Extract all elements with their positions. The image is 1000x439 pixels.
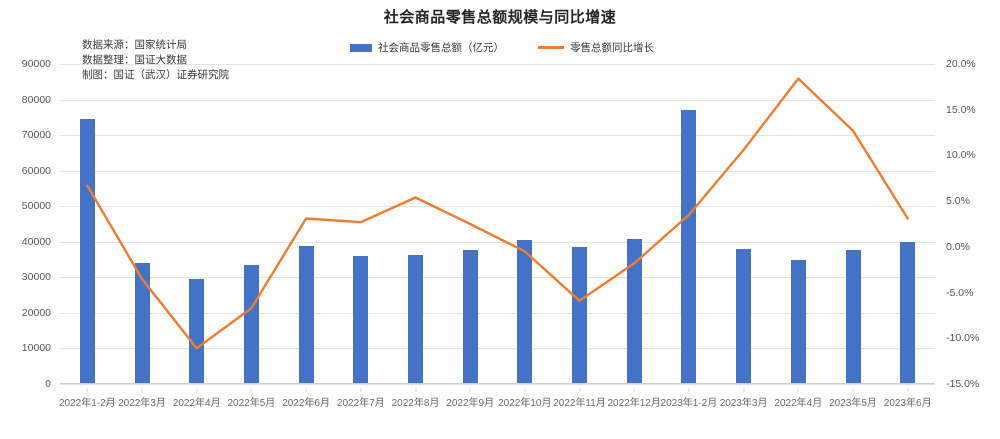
legend-label-bar-series: 社会商品零售总额（亿元）: [378, 42, 504, 54]
annotation-line-source: 数据来源：国家统计局: [82, 39, 187, 51]
y-axis-left-tick-label: 40000: [21, 235, 51, 248]
x-axis-tick-label: 2022年4月: [774, 398, 823, 409]
x-axis-tick-label: 2022年11月: [553, 398, 606, 409]
annotation-line-compiled: 数据整理：国证大数据: [82, 54, 187, 66]
x-axis-tick-label: 2022年9月: [446, 398, 495, 409]
y-axis-right-tick-label: 20.0%: [946, 58, 976, 70]
x-axis-tick-mark: [141, 388, 143, 392]
y-axis-left-tick-label: 70000: [21, 129, 51, 142]
x-axis-tick-label: 2023年6月: [883, 398, 932, 409]
x-axis-tick-label: 2022年5月: [227, 398, 276, 409]
x-axis-tick-label: 2022年10月: [498, 398, 552, 409]
x-axis-line: [60, 383, 935, 384]
x-axis-tick-label: 2023年5月: [829, 398, 877, 409]
x-axis-tick-mark: [907, 388, 909, 392]
bar-7: [462, 250, 478, 384]
x-axis-tick-mark: [305, 388, 307, 392]
y-axis-left-tick-label: 50000: [21, 200, 51, 213]
y-axis-left-tick-label: 30000: [21, 271, 51, 284]
bar-10: [626, 239, 642, 384]
bar-4: [298, 246, 314, 384]
bar-14: [845, 249, 861, 384]
bar-series-swatch-icon: [350, 43, 372, 52]
x-axis-labels: 2022年1-2月 2022年3月 2022年4月 2022年5月 2022年6月 202…: [59, 388, 935, 409]
chart-legend: 社会商品零售总额（亿元） 零售总额同比增长: [350, 40, 654, 55]
x-axis-tick-mark: [852, 388, 854, 392]
x-axis-tick-mark: [797, 388, 799, 392]
x-axis-tick-label: 2022年1-2月: [58, 398, 116, 409]
y-axis-right-tick-label: -15.0%: [946, 378, 980, 390]
bar-series: [60, 64, 935, 384]
y-axis-left-tick-label: 20000: [21, 306, 51, 319]
y-axis-right-tick-label: 10.0%: [946, 149, 976, 162]
line-series-swatch-icon: [538, 46, 564, 49]
x-axis-tick-mark: [524, 388, 526, 392]
y-axis-right-tick-label: -5.0%: [946, 286, 974, 299]
x-axis-tick-label: 2023年1-2月: [660, 398, 718, 409]
y-axis-right-tick-label: 5.0%: [946, 195, 970, 208]
x-axis-tick-label: 2022年6月: [282, 398, 330, 409]
y-axis-right-tick-label: 15.0%: [946, 103, 976, 116]
x-axis-tick-mark: [633, 388, 635, 392]
x-axis-tick-mark: [743, 388, 745, 392]
bar-6: [408, 255, 423, 384]
x-axis-tick-mark: [250, 388, 252, 392]
bar-0: [79, 119, 95, 384]
bar-15: [900, 241, 916, 384]
gridline: [60, 64, 935, 65]
x-axis-tick-label: 2022年4月: [172, 398, 221, 409]
x-axis-tick-mark: [688, 388, 690, 392]
annotation-line-author: 制图：国证（武汉）证券研究院: [82, 69, 229, 81]
bar-11: [681, 110, 697, 384]
bar-1: [134, 263, 150, 384]
x-axis-tick-mark: [469, 388, 471, 392]
y-axis-left-tick-label: 80000: [21, 93, 51, 106]
legend-label-line-series: 零售总额同比增长: [570, 42, 654, 54]
x-axis-tick-mark: [196, 388, 198, 392]
legend-item-line-series[interactable]: 零售总额同比增长: [538, 40, 654, 55]
x-axis-tick-mark: [415, 388, 416, 392]
y-axis-left-tick-label: 10000: [21, 342, 51, 355]
x-axis-tick-label: 2022年8月: [391, 398, 440, 409]
bar-13: [790, 259, 806, 384]
x-axis-tick-label: 2022年3月: [118, 398, 166, 409]
gridline: [60, 384, 935, 385]
chart-title: 社会商品零售总额规模与同比增速: [383, 9, 617, 26]
y-axis-right-tick-label: 0.0%: [946, 240, 970, 253]
x-axis-tick-label: 2023年3月: [719, 398, 768, 409]
x-axis-tick-mark: [86, 388, 88, 392]
chart-annotation: 数据来源：国家统计局 数据整理：国证大数据 制图：国证（武汉）证券研究院: [82, 38, 229, 83]
bar-12: [736, 249, 752, 384]
bar-3: [243, 264, 259, 384]
bar-2: [189, 279, 205, 384]
legend-item-bar-series[interactable]: 社会商品零售总额（亿元）: [350, 40, 504, 55]
bar-5: [353, 256, 369, 384]
bar-8: [517, 240, 533, 384]
y-axis-left-tick-label: 60000: [21, 164, 51, 177]
x-axis-tick-label: 2022年7月: [336, 398, 385, 409]
y-axis-right-tick-label: -10.0%: [946, 332, 980, 345]
y-axis-left-tick-label: 0: [45, 378, 51, 390]
x-axis-tick-label: 2022年12月: [607, 398, 661, 409]
x-axis-tick-mark: [360, 388, 362, 392]
bar-9: [572, 246, 587, 384]
y-axis-left-tick-label: 90000: [21, 58, 51, 70]
x-axis-tick-mark: [579, 388, 580, 392]
plot-area: 0 10000 20000 30000 40000 50000 60000 70000 8000…: [22, 58, 979, 390]
